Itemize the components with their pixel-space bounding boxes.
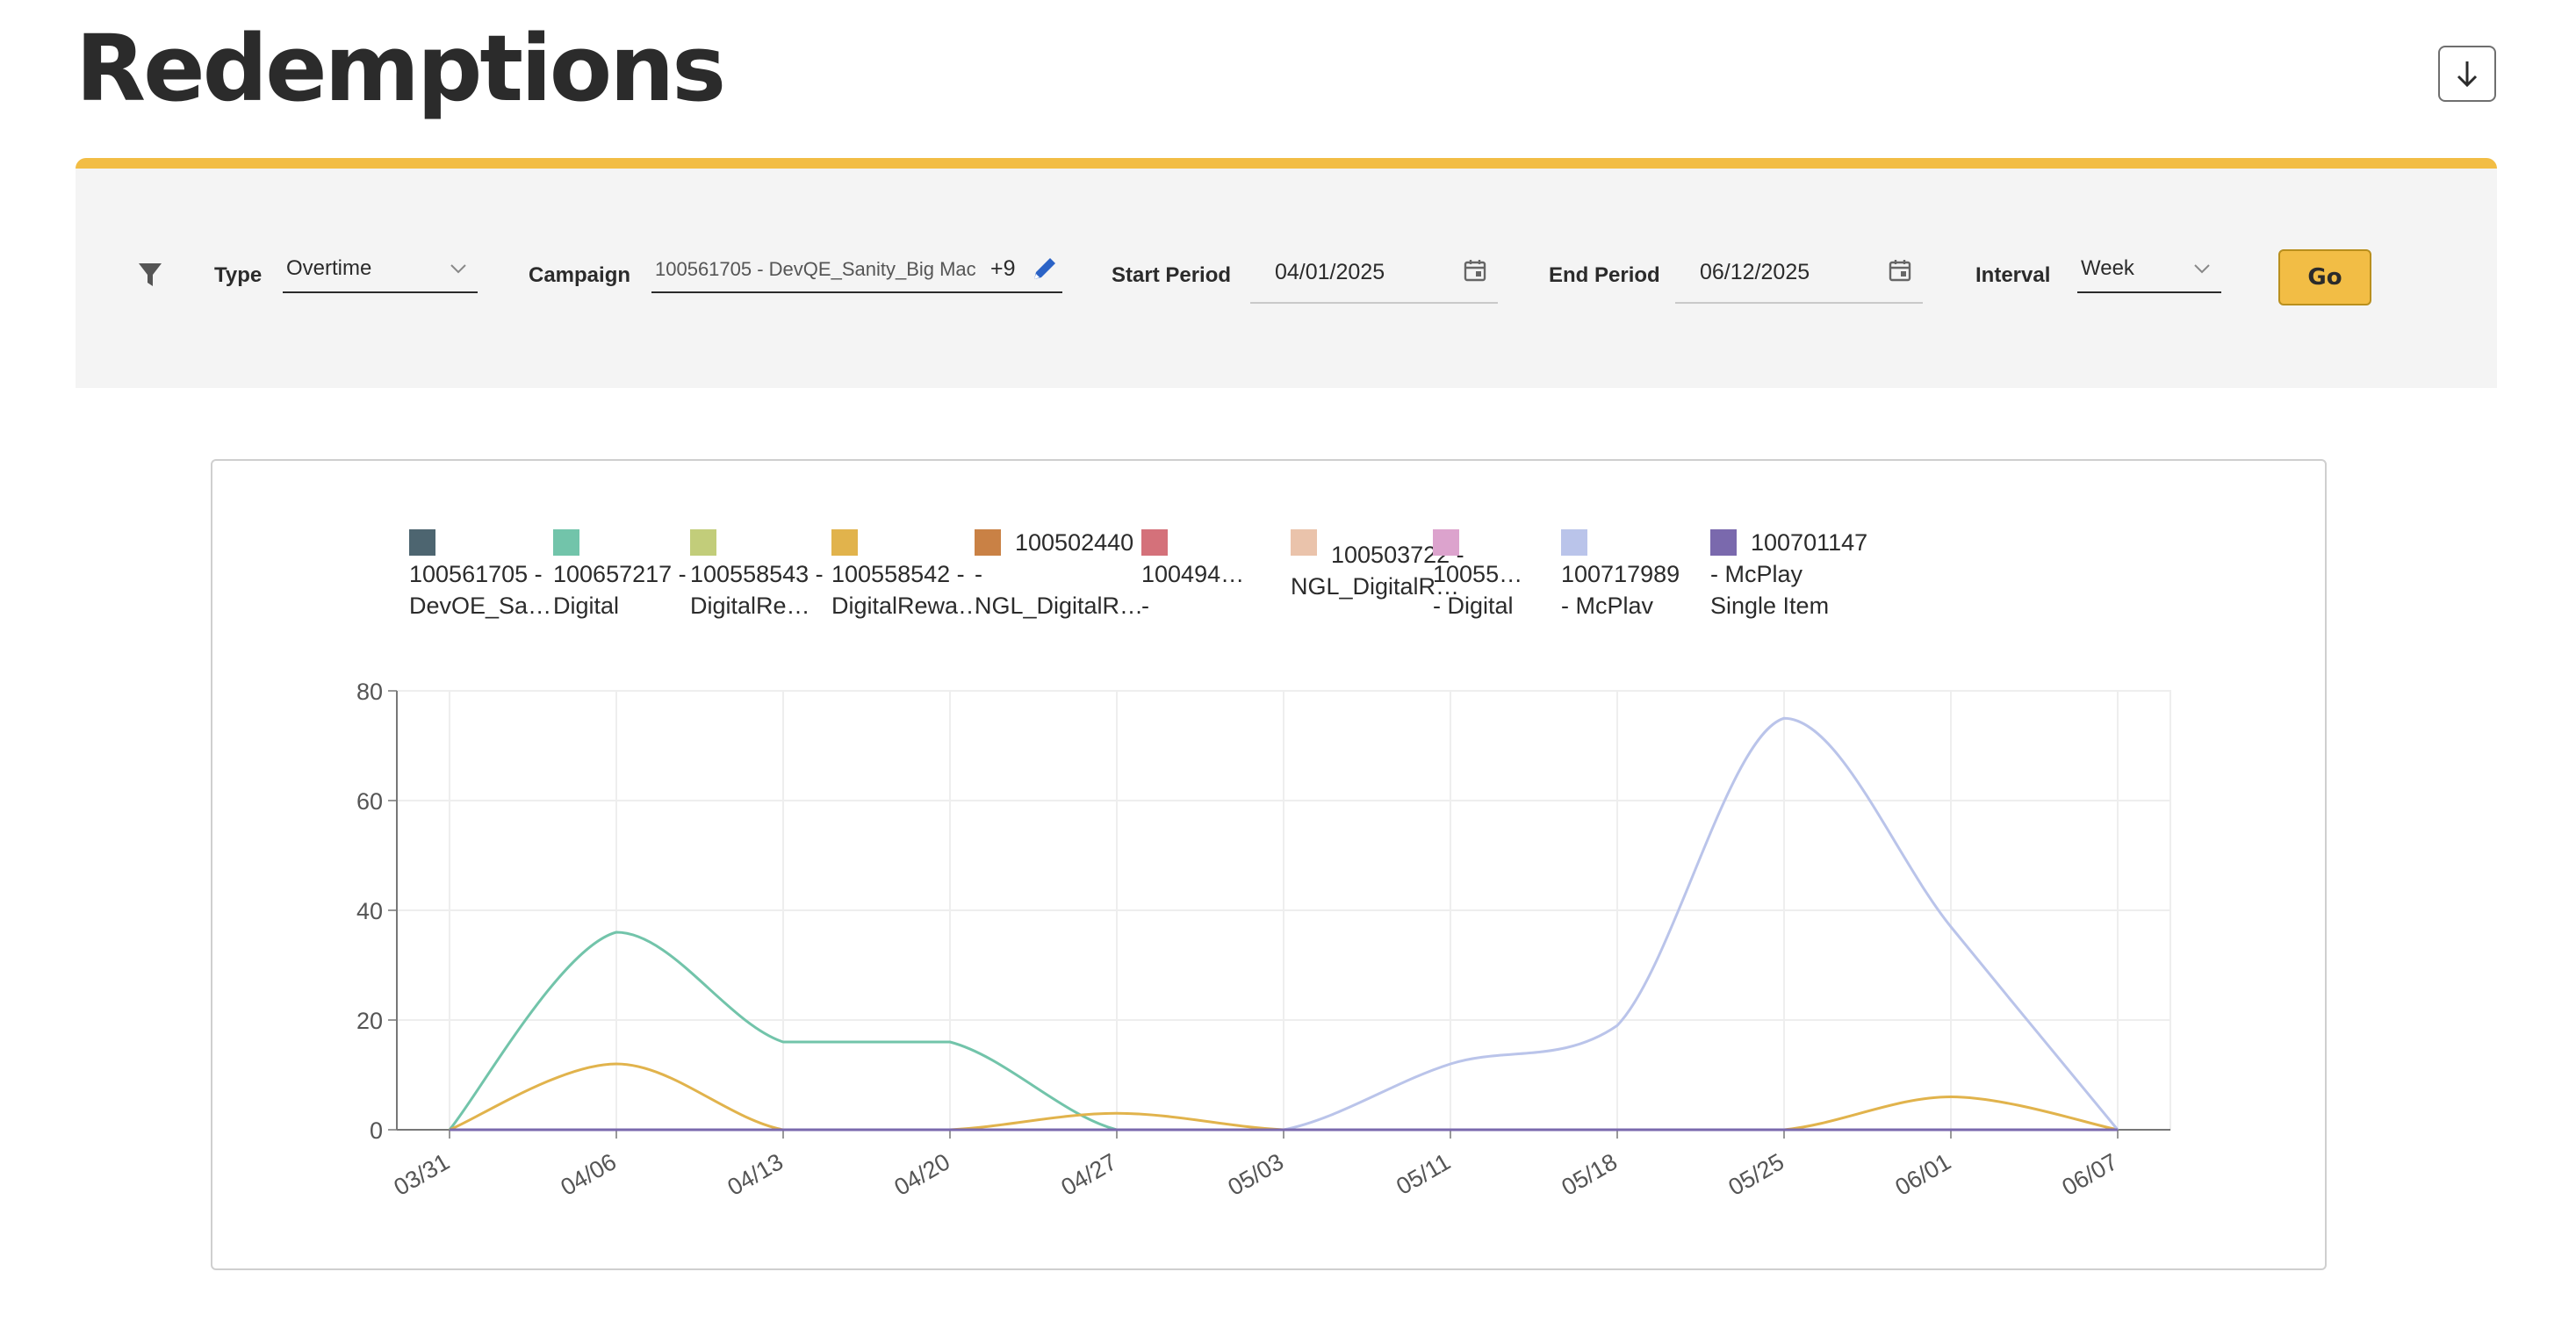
calendar-icon[interactable] xyxy=(1463,258,1487,283)
type-select[interactable]: Overtime xyxy=(283,251,478,293)
legend-swatch-0 xyxy=(409,529,435,556)
legend-label: - xyxy=(1141,593,1149,619)
start-period-field[interactable]: 04/01/2025 xyxy=(1250,244,1498,304)
legend-swatch-1 xyxy=(553,529,579,556)
chevron-down-icon xyxy=(450,264,466,274)
legend-swatch-5 xyxy=(1141,529,1168,556)
x-tick-label: 06/07 xyxy=(2057,1148,2122,1201)
redemptions-chart: 0 20 40 60 80 03/31 04/06 04/13 04/20 04/27 05/03 0… xyxy=(356,529,2171,1201)
campaign-label: Campaign xyxy=(529,263,631,287)
legend-swatch-7 xyxy=(1433,529,1459,556)
legend-label: - McPlav xyxy=(1561,593,1654,619)
x-tick-label: 05/25 xyxy=(1723,1148,1788,1201)
legend-label: DigitalRewa… xyxy=(831,593,982,619)
legend-label: 100502440 xyxy=(1015,529,1133,556)
legend-label: - Digital xyxy=(1433,593,1514,619)
x-tick-label: 05/18 xyxy=(1557,1148,1622,1201)
legend-swatch-3 xyxy=(831,529,858,556)
y-tick-label: 40 xyxy=(356,898,383,924)
legend-swatch-6 xyxy=(1291,529,1317,556)
calendar-icon[interactable] xyxy=(1888,258,1912,283)
legend-label: 10055… xyxy=(1433,561,1522,587)
campaign-value: 100561705 - DevQE_Sanity_Big Mac xyxy=(655,258,976,280)
type-value: Overtime xyxy=(286,256,372,280)
x-tick-label: 05/03 xyxy=(1223,1148,1288,1201)
start-period-label: Start Period xyxy=(1112,263,1232,287)
page-title: Redemptions xyxy=(76,15,726,122)
go-button[interactable]: Go xyxy=(2278,249,2371,305)
x-tick-label: 04/20 xyxy=(889,1148,954,1201)
legend-swatch-2 xyxy=(690,529,716,556)
legend-label: Single Item xyxy=(1710,593,1829,619)
legend-label: DigitalRe… xyxy=(690,593,810,619)
filter-bar: Type Overtime Campaign 100561705 - DevQE… xyxy=(76,158,2497,388)
campaign-more-count: +9 xyxy=(990,256,1016,281)
legend-label: Digital xyxy=(553,593,619,619)
legend-label: 100494… xyxy=(1141,561,1244,587)
x-tick-label: 04/27 xyxy=(1056,1148,1121,1201)
chart-card: 0 20 40 60 80 03/31 04/06 04/13 04/20 04/27 05/03 0… xyxy=(211,459,2327,1270)
legend-label: - xyxy=(975,561,982,587)
legend-label: NGL_DigitalR… xyxy=(1291,573,1459,600)
legend-label: 100558543 - xyxy=(690,561,824,587)
legend-label: 100558542 - xyxy=(831,561,965,587)
x-tick-label: 05/11 xyxy=(1392,1148,1455,1200)
x-tick-label: 06/01 xyxy=(1890,1148,1955,1201)
start-period-value: 04/01/2025 xyxy=(1275,260,1385,284)
funnel-icon[interactable] xyxy=(137,262,163,288)
x-tick-label: 03/31 xyxy=(389,1148,454,1201)
legend-swatch-4 xyxy=(975,529,1001,556)
campaign-select[interactable]: 100561705 - DevQE_Sanity_Big Mac +9 xyxy=(651,251,1062,293)
legend-label: NGL_DigitalR… xyxy=(975,593,1143,619)
legend-label: 100701147 xyxy=(1751,529,1867,556)
legend-label: - McPlay xyxy=(1710,561,1803,587)
type-label: Type xyxy=(214,263,263,287)
y-tick-label: 0 xyxy=(370,1117,383,1144)
x-tick-label: 04/06 xyxy=(556,1148,621,1201)
legend-label: DevOE_Sa… xyxy=(409,593,551,619)
pencil-icon[interactable] xyxy=(1031,255,1059,283)
legend-label: 100561705 - xyxy=(409,561,543,587)
legend-swatch-9 xyxy=(1710,529,1737,556)
legend-label: 100657217 - xyxy=(553,561,687,587)
chevron-down-icon xyxy=(2194,264,2210,274)
download-button[interactable] xyxy=(2438,46,2496,102)
legend-swatch-8 xyxy=(1561,529,1587,556)
end-period-value: 06/12/2025 xyxy=(1700,260,1810,284)
arrow-down-icon xyxy=(2457,61,2478,88)
y-tick-label: 20 xyxy=(356,1008,383,1034)
x-tick-label: 04/13 xyxy=(723,1148,788,1201)
interval-select[interactable]: Week xyxy=(2077,251,2221,293)
y-tick-label: 80 xyxy=(356,679,383,705)
end-period-label: End Period xyxy=(1549,263,1660,287)
legend-label: 100717989 xyxy=(1561,561,1680,587)
end-period-field[interactable]: 06/12/2025 xyxy=(1675,244,1923,304)
y-tick-label: 60 xyxy=(356,788,383,815)
interval-value: Week xyxy=(2081,256,2134,280)
interval-label: Interval xyxy=(1975,263,2051,287)
